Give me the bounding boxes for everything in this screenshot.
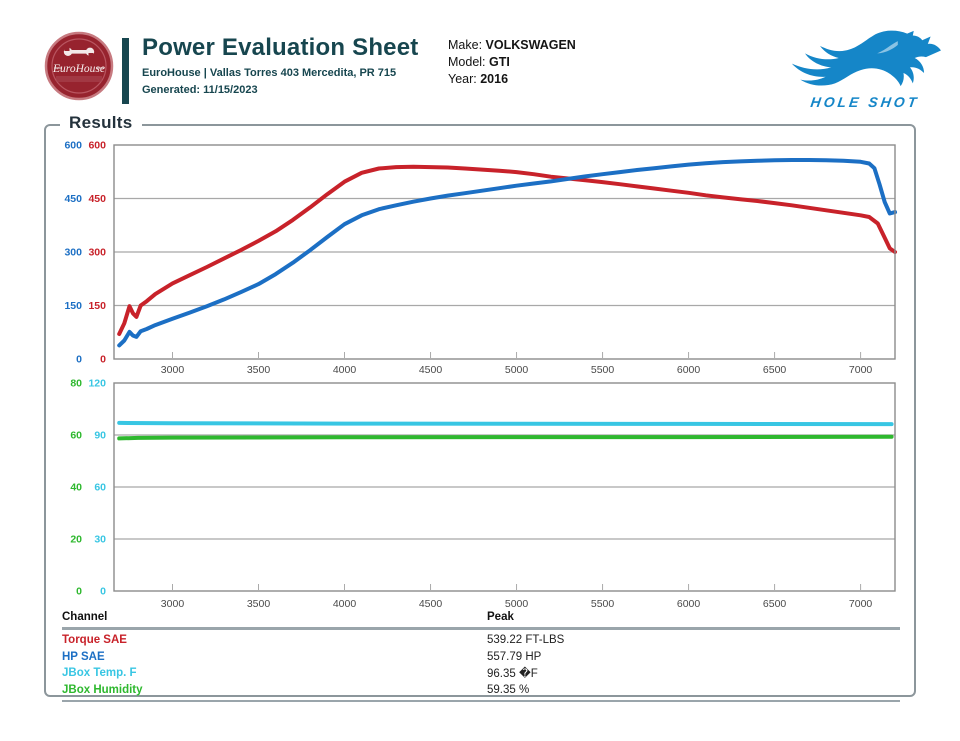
- generated-date: Generated: 11/15/2023: [142, 84, 258, 96]
- svg-text:6000: 6000: [677, 364, 701, 376]
- svg-text:30: 30: [94, 534, 106, 546]
- svg-text:450: 450: [64, 193, 82, 205]
- vehicle-model: Model: GTI: [448, 55, 510, 69]
- svg-text:600: 600: [64, 140, 82, 152]
- jbox-humidity-curve: [117, 434, 894, 441]
- svg-text:5000: 5000: [505, 598, 529, 610]
- peak-jbox-humidity: 59.35 %: [487, 683, 530, 696]
- svg-text:3500: 3500: [247, 364, 271, 376]
- holeshot-logo: HOLE SHOT: [782, 28, 948, 110]
- wrench-icon: [63, 47, 95, 57]
- svg-text:450: 450: [88, 193, 106, 205]
- svg-text:5500: 5500: [591, 598, 615, 610]
- page-title: Power Evaluation Sheet: [142, 34, 419, 61]
- title-accent-bar: [122, 38, 129, 104]
- eurohouse-logo: EuroHouse: [44, 31, 114, 101]
- svg-text:4000: 4000: [333, 598, 357, 610]
- svg-text:150: 150: [88, 300, 106, 312]
- svg-text:120: 120: [88, 378, 106, 390]
- svg-text:3000: 3000: [161, 598, 185, 610]
- eurohouse-logo-text: EuroHouse: [52, 63, 105, 75]
- channel-torque: Torque SAE: [62, 634, 127, 647]
- vehicle-info: Make: VOLKSWAGEN Model: GTI Year: 2016: [448, 38, 576, 89]
- vehicle-year: Year: 2016: [448, 72, 509, 86]
- environment-chart: 3000 3500 4000 4500 5000 5500 6000 6500 7000 0 20 4…: [70, 378, 896, 610]
- results-section: Results 3000 3500 4000 4500 5000 5500 6000 6500…: [44, 113, 916, 702]
- svg-text:6000: 6000: [677, 598, 701, 610]
- table-row: JBox Humidity 59.35 %: [62, 682, 900, 699]
- table-row: JBox Temp. F 96.35 �F: [62, 665, 900, 682]
- svg-text:0: 0: [100, 354, 106, 366]
- svg-text:4500: 4500: [419, 364, 443, 376]
- svg-text:3500: 3500: [247, 598, 271, 610]
- brand-name: HOLE SHOT: [809, 94, 921, 110]
- svg-text:0: 0: [100, 586, 106, 598]
- shop-address: EuroHouse | Vallas Torres 403 Mercedita,…: [142, 67, 397, 79]
- peak-torque: 539.22 FT-LBS: [487, 634, 565, 647]
- table-row: HP SAE 557.79 HP: [62, 649, 900, 666]
- channel-jbox-humidity: JBox Humidity: [62, 683, 143, 696]
- table-header-rule: [62, 627, 900, 630]
- hp-sae-curve: [117, 158, 897, 348]
- peak-table: Channel Peak Torque SAE 539.22 FT-LBS HP…: [62, 608, 900, 702]
- svg-text:20: 20: [70, 534, 82, 546]
- column-header-peak: Peak: [487, 611, 514, 623]
- svg-text:5000: 5000: [505, 364, 529, 376]
- svg-text:5500: 5500: [591, 364, 615, 376]
- svg-text:600: 600: [88, 140, 106, 152]
- results-section-title: Results: [60, 113, 142, 133]
- svg-text:150: 150: [64, 300, 82, 312]
- svg-text:6500: 6500: [763, 364, 787, 376]
- table-row: Torque SAE 539.22 FT-LBS: [62, 632, 900, 649]
- svg-text:60: 60: [94, 482, 106, 494]
- jbox-temp-f-curve: [117, 420, 894, 427]
- svg-text:7000: 7000: [849, 598, 873, 610]
- svg-text:7000: 7000: [849, 364, 873, 376]
- svg-text:40: 40: [70, 482, 82, 494]
- peak-hp: 557.79 HP: [487, 650, 542, 663]
- svg-text:4500: 4500: [419, 598, 443, 610]
- svg-text:3000: 3000: [161, 364, 185, 376]
- svg-text:300: 300: [64, 247, 82, 259]
- peak-jbox-temp: 96.35 �F: [487, 668, 538, 681]
- channel-jbox-temp: JBox Temp. F: [62, 667, 137, 680]
- torque-sae-curve: [117, 164, 897, 336]
- svg-text:90: 90: [94, 430, 106, 442]
- svg-text:300: 300: [88, 247, 106, 259]
- column-header-channel: Channel: [62, 611, 108, 623]
- vehicle-make: Make: VOLKSWAGEN: [448, 38, 576, 52]
- peak-table-header: Channel Peak: [62, 608, 900, 626]
- channel-hp: HP SAE: [62, 650, 105, 663]
- table-bottom-rule: [62, 700, 900, 702]
- svg-text:60: 60: [70, 430, 82, 442]
- svg-text:4000: 4000: [333, 364, 357, 376]
- horse-icon: [791, 30, 941, 87]
- svg-text:0: 0: [76, 586, 82, 598]
- svg-text:6500: 6500: [763, 598, 787, 610]
- svg-text:0: 0: [76, 354, 82, 366]
- svg-text:80: 80: [70, 378, 82, 390]
- torque-hp-chart: 3000 3500 4000 4500 5000 5500 6000 6500 70000150…: [64, 140, 897, 376]
